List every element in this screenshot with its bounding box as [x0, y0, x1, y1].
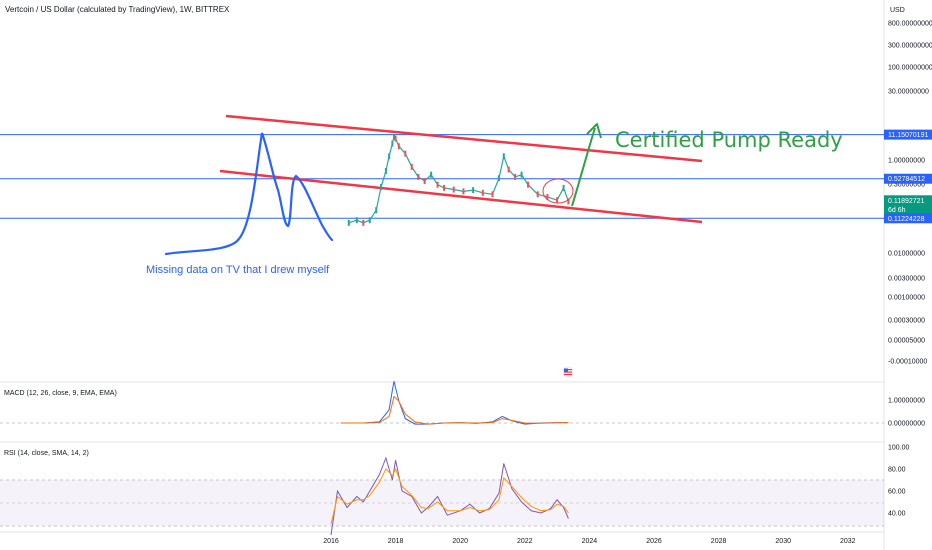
price-candle: [404, 150, 407, 157]
price-candle: [380, 183, 383, 190]
channel-upper-line: [225, 114, 703, 163]
price-candle: [397, 143, 400, 150]
price-axis-unit: USD: [890, 7, 905, 14]
price-candle: [462, 188, 465, 195]
price-candle: [355, 217, 358, 224]
price-tick-label: 0.00300000: [888, 276, 925, 283]
price-candle: [536, 191, 539, 198]
price-tick-label: 0.01000000: [888, 251, 925, 258]
price-tick-label: -0.00010000: [888, 359, 927, 366]
price-candle: [514, 173, 517, 180]
price-candle: [423, 178, 426, 185]
rsi-band: [0, 480, 884, 526]
price-candle: [567, 198, 570, 205]
annotation-pump: Certified Pump Ready: [615, 128, 843, 152]
time-tick-label: 2018: [388, 538, 404, 545]
macd-line: [340, 395, 569, 425]
price-candle: [417, 173, 420, 180]
price-candle: [362, 219, 365, 226]
price-levels: [0, 134, 884, 219]
price-candle: [481, 189, 484, 196]
price-level-tags: 11.15070191 0.52784512 0.11892721 6d 6h 0.11…: [884, 129, 932, 224]
rsi-tick-label: 60.00: [888, 489, 906, 496]
price-line: [348, 135, 569, 224]
price-tick-label: 0.00030000: [888, 318, 925, 325]
us-flag-icon[interactable]: [562, 366, 574, 378]
price-tick-label: 1.00000000: [888, 158, 925, 165]
rsi-tick-label: 80.00: [888, 467, 906, 474]
price-candle: [410, 163, 413, 170]
price-candle: [502, 153, 505, 160]
time-tick-label: 2016: [323, 538, 339, 545]
macd-axis-ticks: 1.00000000 0.00000000: [888, 398, 925, 428]
price-tick-label: 300.00000000: [888, 43, 932, 50]
time-tick-label: 2028: [711, 538, 727, 545]
price-tick-label: 800.00000000: [888, 21, 932, 28]
price-candle: [472, 187, 475, 194]
macd-tick-label: 0.00000000: [888, 421, 925, 428]
annotation-missing-data: Missing data on TV that I drew myself: [146, 264, 330, 276]
rsi-axis-ticks: 100.00 80.00 60.00 40.00: [888, 445, 910, 518]
level-tag-label: 0.11224228: [888, 216, 925, 223]
price-candle: [392, 133, 395, 140]
level-tag-label: 11.15070191: [888, 132, 928, 139]
time-tick-label: 2024: [582, 538, 598, 545]
time-tick-label: 2026: [646, 538, 662, 545]
time-tick-label: 2020: [452, 538, 468, 545]
rsi-line: [330, 467, 569, 525]
price-tick-label: 30.00000000: [888, 89, 929, 96]
price-candle: [507, 166, 510, 173]
price-candle: [394, 135, 397, 142]
macd-line: [340, 381, 569, 425]
time-tick-label: 2032: [840, 538, 856, 545]
level-tag-bg: [884, 129, 932, 140]
macd-tick-label: 1.00000000: [888, 398, 925, 405]
price-tick-label: 100.00000000: [888, 65, 932, 72]
price-axis-ticks: 800.00000000 300.00000000 100.00000000 30.0…: [888, 21, 932, 366]
price-series: [347, 133, 570, 226]
time-axis-ticks: 2016 2018 2020 2022 2024 2026 2028 2030 2032: [323, 538, 855, 545]
price-candle: [527, 181, 530, 188]
price-candle: [452, 186, 455, 193]
hand-drawn-curve: [164, 132, 334, 256]
highlight-ellipse: [542, 178, 574, 204]
price-tick-label: 0.00005000: [888, 338, 925, 345]
chart-title: Vertcoin / US Dollar (calculated by Trad…: [5, 5, 230, 14]
price-candle: [491, 191, 494, 198]
price-candle: [375, 207, 378, 214]
level-tag-bg: [884, 213, 932, 224]
price-candle: [546, 193, 549, 200]
level-tag-label: 0.52784512: [888, 176, 925, 183]
macd-series: [340, 381, 569, 425]
rsi-indicator-label[interactable]: RSI (14, close, SMA, 14, 2): [4, 450, 89, 457]
price-tick-label: 0.00100000: [888, 295, 925, 302]
level-tag-label: 6d 6h: [888, 207, 906, 214]
price-candle: [497, 175, 500, 182]
price-candle: [436, 181, 439, 188]
macd-indicator-label[interactable]: MACD (12, 26, close, 9, EMA, EMA): [4, 390, 117, 397]
pump-arrow-head: [586, 123, 602, 139]
price-tick-label: 0.30000000: [888, 182, 925, 189]
rsi-tick-label: 40.00: [888, 511, 906, 518]
price-candle: [384, 168, 387, 175]
pump-arrow-shaft: [571, 127, 596, 207]
price-candle: [347, 219, 350, 226]
price-candle: [556, 197, 559, 204]
rsi-series: [330, 456, 569, 536]
level-tag-bg: [884, 195, 932, 206]
time-tick-label: 2022: [517, 538, 533, 545]
price-candle: [368, 217, 371, 224]
price-candle: [443, 184, 446, 191]
price-candle: [388, 153, 391, 160]
price-candle: [520, 171, 523, 178]
rsi-tick-label: 100.00: [888, 445, 910, 452]
level-tag-bg: [884, 173, 932, 184]
level-tag-bg: [884, 204, 932, 215]
time-tick-label: 2030: [775, 538, 791, 545]
price-candle: [391, 140, 394, 147]
price-candle: [562, 184, 565, 191]
level-tag-label: 0.11892721: [888, 198, 925, 205]
price-candle: [430, 171, 433, 178]
